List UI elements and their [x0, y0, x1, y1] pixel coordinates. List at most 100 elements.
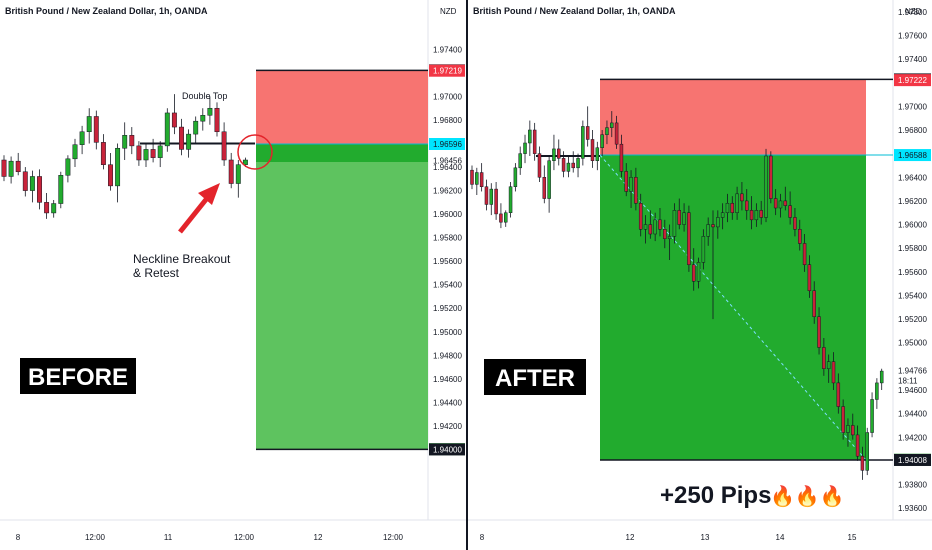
- candle-body: [200, 115, 206, 122]
- candle-body: [638, 203, 643, 230]
- candle-body: [93, 116, 99, 143]
- candle-body: [508, 186, 513, 213]
- candle-body: [129, 135, 135, 147]
- candle-body: [571, 162, 575, 169]
- candle-body: [171, 112, 177, 128]
- candle-body: [749, 210, 754, 221]
- y-tick-label: 1.94600: [898, 386, 927, 395]
- candle-body: [157, 145, 163, 158]
- candle-body: [860, 455, 865, 471]
- candle-body: [150, 149, 156, 158]
- stop-loss-zone: [256, 70, 428, 144]
- candle-body: [605, 127, 609, 135]
- candle-body: [663, 229, 667, 239]
- candle-body: [585, 126, 590, 140]
- currency-label: NZD: [440, 7, 457, 16]
- candle-body: [590, 139, 595, 161]
- y-tick-label: 1.96400: [898, 173, 927, 182]
- price-badge-label: 1.97219: [433, 67, 462, 76]
- candle-body: [648, 224, 653, 235]
- candle-body: [108, 164, 113, 187]
- candle-body: [37, 176, 42, 203]
- candle-body: [716, 217, 720, 228]
- y-tick-label: 1.95800: [898, 244, 927, 253]
- candle-body: [841, 406, 845, 433]
- candle-body: [735, 193, 739, 213]
- candle-body: [653, 219, 657, 235]
- candle-body: [769, 155, 773, 199]
- x-tick-label: 8: [480, 533, 485, 542]
- trade-path-line: [599, 154, 867, 461]
- candle-body: [136, 145, 142, 161]
- candle-body: [228, 159, 234, 184]
- candle-body: [682, 212, 686, 225]
- y-tick-label: 1.93800: [898, 481, 927, 490]
- stage-label-box: [484, 359, 586, 395]
- candle-body: [855, 434, 860, 457]
- candle-body: [100, 142, 106, 165]
- price-badge: [894, 149, 931, 162]
- candle-body: [22, 171, 28, 191]
- price-badge: [429, 443, 465, 456]
- candle-body: [503, 212, 508, 223]
- y-tick-label: 1.94200: [898, 433, 927, 442]
- candle-body: [634, 177, 638, 204]
- candle-body: [122, 135, 128, 149]
- x-tick-label: 12: [626, 533, 635, 542]
- candle-body: [72, 144, 78, 160]
- candle-body: [696, 262, 701, 282]
- filled-profit-zone: [256, 144, 428, 162]
- candle-body: [744, 200, 749, 211]
- candle-body: [186, 133, 192, 150]
- candle-body: [475, 172, 479, 185]
- candle-body: [58, 175, 64, 204]
- setup-label: Neckline Breakout: [133, 252, 231, 266]
- price-badge: [894, 74, 931, 87]
- candle-body: [764, 155, 768, 218]
- candle-body: [221, 131, 227, 161]
- price-badge-label: 1.94000: [433, 445, 462, 454]
- y-tick-label: 1.95400: [898, 291, 927, 300]
- candle-body: [44, 202, 50, 214]
- candle-body: [484, 186, 489, 205]
- stop-loss-zone: [600, 79, 866, 156]
- candle-body: [15, 160, 21, 173]
- price-badge-label: 1.94766: [898, 366, 927, 375]
- x-tick-label: 14: [776, 533, 785, 542]
- candle-body: [677, 210, 682, 225]
- candle-body: [207, 107, 213, 116]
- y-tick-label: 1.96000: [433, 210, 462, 219]
- candle-body: [658, 219, 662, 230]
- y-tick-label: 1.95600: [898, 268, 927, 277]
- y-tick-label: 1.96200: [433, 187, 462, 196]
- candle-body: [143, 149, 149, 161]
- candle-body: [65, 158, 71, 176]
- stage-label: AFTER: [495, 365, 575, 392]
- candle-body: [193, 120, 199, 135]
- candle-body: [725, 203, 730, 213]
- setup-label-2: & Retest: [133, 266, 180, 280]
- candle-body: [489, 188, 494, 205]
- candle-body: [86, 116, 92, 133]
- candle-body: [865, 432, 869, 471]
- x-tick-label: 12:00: [85, 533, 106, 542]
- arrow-shaft: [178, 195, 210, 234]
- price-badge-label: 1.96588: [898, 151, 927, 160]
- y-tick-label: 1.95600: [433, 257, 462, 266]
- candle-body: [875, 382, 879, 400]
- currency-label: NZD: [905, 7, 922, 16]
- arrow-head: [198, 183, 220, 205]
- candle-body: [619, 143, 624, 172]
- candle-body: [513, 167, 518, 187]
- candle-body: [778, 200, 783, 209]
- candle-body: [836, 382, 841, 407]
- chart-title: British Pound / New Zealand Dollar, 1h, …: [473, 6, 676, 16]
- y-tick-label: 1.94200: [433, 422, 462, 431]
- pattern-label: Double Top: [182, 91, 227, 101]
- candle-body: [706, 224, 710, 237]
- y-tick-label: 1.97000: [433, 92, 462, 101]
- y-tick-label: 1.96800: [433, 116, 462, 125]
- price-badge-label: 1.96456: [433, 156, 462, 165]
- candle-body: [711, 224, 715, 228]
